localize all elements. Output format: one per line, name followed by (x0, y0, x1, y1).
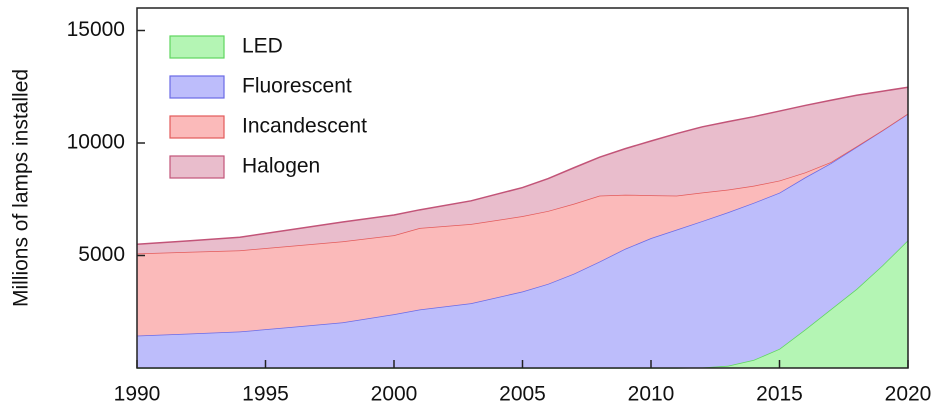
x-tick-label: 2010 (628, 383, 675, 406)
x-tick-label: 2015 (756, 383, 803, 406)
legend-label: Fluorescent (242, 75, 352, 98)
y-tick-label: 15000 (67, 18, 125, 41)
legend-label: Incandescent (242, 115, 367, 138)
area (137, 240, 908, 368)
legend-label: Halogen (242, 155, 320, 178)
area (137, 113, 908, 368)
x-tick-label: 2000 (371, 383, 418, 406)
x-tick-label: 2005 (499, 383, 546, 406)
y-tick-label: 5000 (78, 243, 125, 266)
x-tick-label: 2020 (885, 383, 932, 406)
area (137, 87, 908, 254)
legend-swatch (169, 115, 225, 139)
legend-swatch (169, 75, 225, 99)
legend-label: LED (242, 35, 283, 58)
area (137, 113, 908, 336)
legend-swatch (169, 155, 225, 179)
legend-swatch (169, 35, 225, 59)
area-line (136, 86, 909, 245)
y-tick-label: 10000 (67, 131, 125, 154)
x-tick-label: 1995 (242, 383, 289, 406)
x-tick-label: 1990 (114, 383, 161, 406)
y-axis-label: Millions of lamps installed (10, 69, 33, 307)
